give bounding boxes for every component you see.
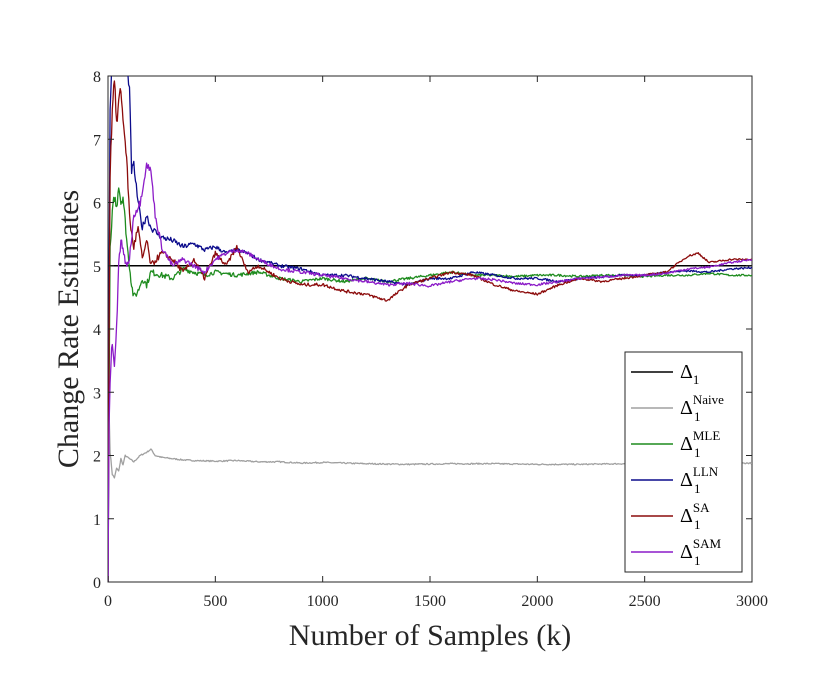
legend: Δ1 ΔNaive 1 ΔMLE 1 ΔLLN 1 ΔSA 1 ΔSAM 1 [624,351,743,573]
legend-label: ΔSAM 1 [680,536,721,568]
y-tick-label: 6 [93,196,101,213]
x-tick-label: 2000 [521,593,553,610]
x-tick-label: 0 [104,593,112,610]
legend-label: ΔMLE 1 [680,428,720,460]
y-tick-label: 2 [93,449,101,466]
x-tick-label: 1000 [307,593,339,610]
x-tick-label: 500 [203,593,227,610]
legend-label: ΔSA 1 [680,500,710,532]
y-tick-label: 1 [93,512,101,529]
y-tick-label: 5 [93,259,101,276]
x-tick-label: 1500 [414,593,446,610]
legend-label: Δ1 [680,361,699,387]
axis-layer: 0 500 1000 1500 2000 2500 3000 0 1 2 3 4 5 6 7 8 [93,69,768,610]
legend-label: ΔLLN 1 [680,464,719,496]
legend-label: ΔNaive 1 [680,392,724,424]
x-tick-label: 3000 [736,593,768,610]
y-tick-label: 7 [93,132,101,149]
x-tick-label: 2500 [629,593,661,610]
legend-box [624,351,743,573]
series-line-sam [108,162,752,582]
y-tick-label: 3 [93,385,101,402]
y-axis-label: Change Rate Estimates [52,190,85,468]
y-tick-label: 0 [93,575,101,592]
y-tick-label: 8 [93,69,101,86]
y-tick-label: 4 [93,322,101,339]
x-axis-label: Number of Samples (k) [289,619,571,652]
